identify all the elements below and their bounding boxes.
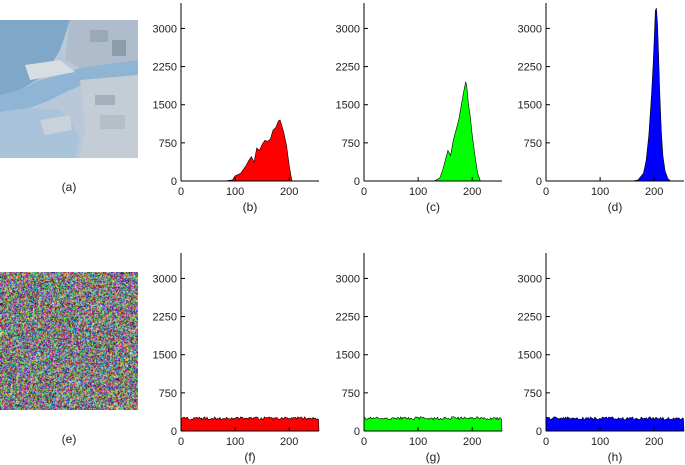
- x-tick-label: 200: [280, 186, 298, 198]
- y-tick-label: 0: [171, 176, 177, 188]
- x-tick-label: 100: [226, 436, 244, 448]
- y-tick-label: 0: [354, 426, 360, 438]
- aerial-image: [0, 20, 138, 158]
- y-tick-label: 0: [354, 176, 360, 188]
- x-tick-label: 0: [178, 186, 184, 198]
- y-tick-label: 2250: [518, 312, 542, 324]
- x-tick-label: 100: [591, 186, 609, 198]
- histogram-area: [545, 416, 685, 432]
- histogram-area: [363, 416, 503, 432]
- x-tick-label: 0: [178, 436, 184, 448]
- y-tick-label: 2250: [336, 312, 360, 324]
- encrypted-noise-image: [0, 272, 138, 410]
- caption-e: (e): [61, 432, 77, 446]
- y-tick-label: 750: [159, 138, 177, 150]
- x-tick-label: 100: [591, 436, 609, 448]
- y-tick-label: 1500: [518, 350, 542, 362]
- y-tick-label: 0: [171, 426, 177, 438]
- histogram-blue-encrypted: 0 750 1500 2250 3000 0 100 200 (h): [518, 253, 685, 464]
- y-tick-label: 2250: [153, 312, 177, 324]
- y-tick-label: 1500: [153, 100, 177, 112]
- y-tick-label: 3000: [153, 273, 177, 285]
- panel-caption: (c): [426, 200, 440, 214]
- histogram-red: 0 750 1500 2250 3000 0 100 200 (b): [153, 3, 319, 214]
- y-tick-label: 3000: [518, 273, 542, 285]
- x-tick-label: 0: [361, 186, 367, 198]
- histogram-area: [180, 416, 320, 432]
- y-tick-label: 3000: [518, 23, 542, 35]
- histogram-green-encrypted: 0 750 1500 2250 3000 0 100 200 (g): [336, 253, 503, 464]
- x-tick-label: 200: [463, 436, 481, 448]
- y-tick-label: 0: [536, 426, 542, 438]
- panel-caption: (d): [608, 200, 623, 214]
- y-tick-label: 2250: [153, 62, 177, 74]
- x-tick-label: 200: [280, 436, 298, 448]
- x-tick-label: 200: [645, 436, 663, 448]
- y-tick-label: 1500: [518, 100, 542, 112]
- y-tick-label: 3000: [336, 23, 360, 35]
- y-tick-label: 3000: [153, 23, 177, 35]
- x-tick-label: 100: [409, 436, 427, 448]
- y-tick-label: 2250: [518, 62, 542, 74]
- y-tick-label: 750: [342, 138, 360, 150]
- x-tick-label: 200: [463, 186, 481, 198]
- y-tick-label: 750: [524, 388, 542, 400]
- y-tick-label: 1500: [336, 350, 360, 362]
- x-tick-label: 200: [645, 186, 663, 198]
- histogram-red-encrypted: 0 750 1500 2250 3000 0 100 200 (f): [153, 253, 320, 464]
- y-tick-label: 2250: [336, 62, 360, 74]
- y-tick-label: 750: [342, 388, 360, 400]
- x-tick-label: 100: [226, 186, 244, 198]
- x-tick-label: 100: [409, 186, 427, 198]
- panel-caption: (h): [608, 450, 623, 464]
- histogram-area: [224, 119, 293, 182]
- y-tick-label: 3000: [336, 273, 360, 285]
- x-tick-label: 0: [543, 436, 549, 448]
- y-tick-label: 750: [524, 138, 542, 150]
- histogram-green: 0 750 1500 2250 3000 0 100 200 (c): [336, 3, 502, 214]
- y-tick-label: 1500: [153, 350, 177, 362]
- y-tick-label: 0: [536, 176, 542, 188]
- histogram-blue: 0 750 1500 2250 3000 0 100 200 (d): [518, 3, 684, 214]
- y-tick-label: 750: [159, 388, 177, 400]
- histogram-area: [632, 7, 671, 182]
- caption-a: (a): [61, 180, 77, 194]
- histogram-area: [433, 81, 481, 182]
- panel-caption: (b): [243, 200, 258, 214]
- panel-caption: (f): [244, 450, 255, 464]
- y-tick-label: 1500: [336, 100, 360, 112]
- x-tick-label: 0: [543, 186, 549, 198]
- x-tick-label: 0: [361, 436, 367, 448]
- panel-caption: (g): [426, 450, 441, 464]
